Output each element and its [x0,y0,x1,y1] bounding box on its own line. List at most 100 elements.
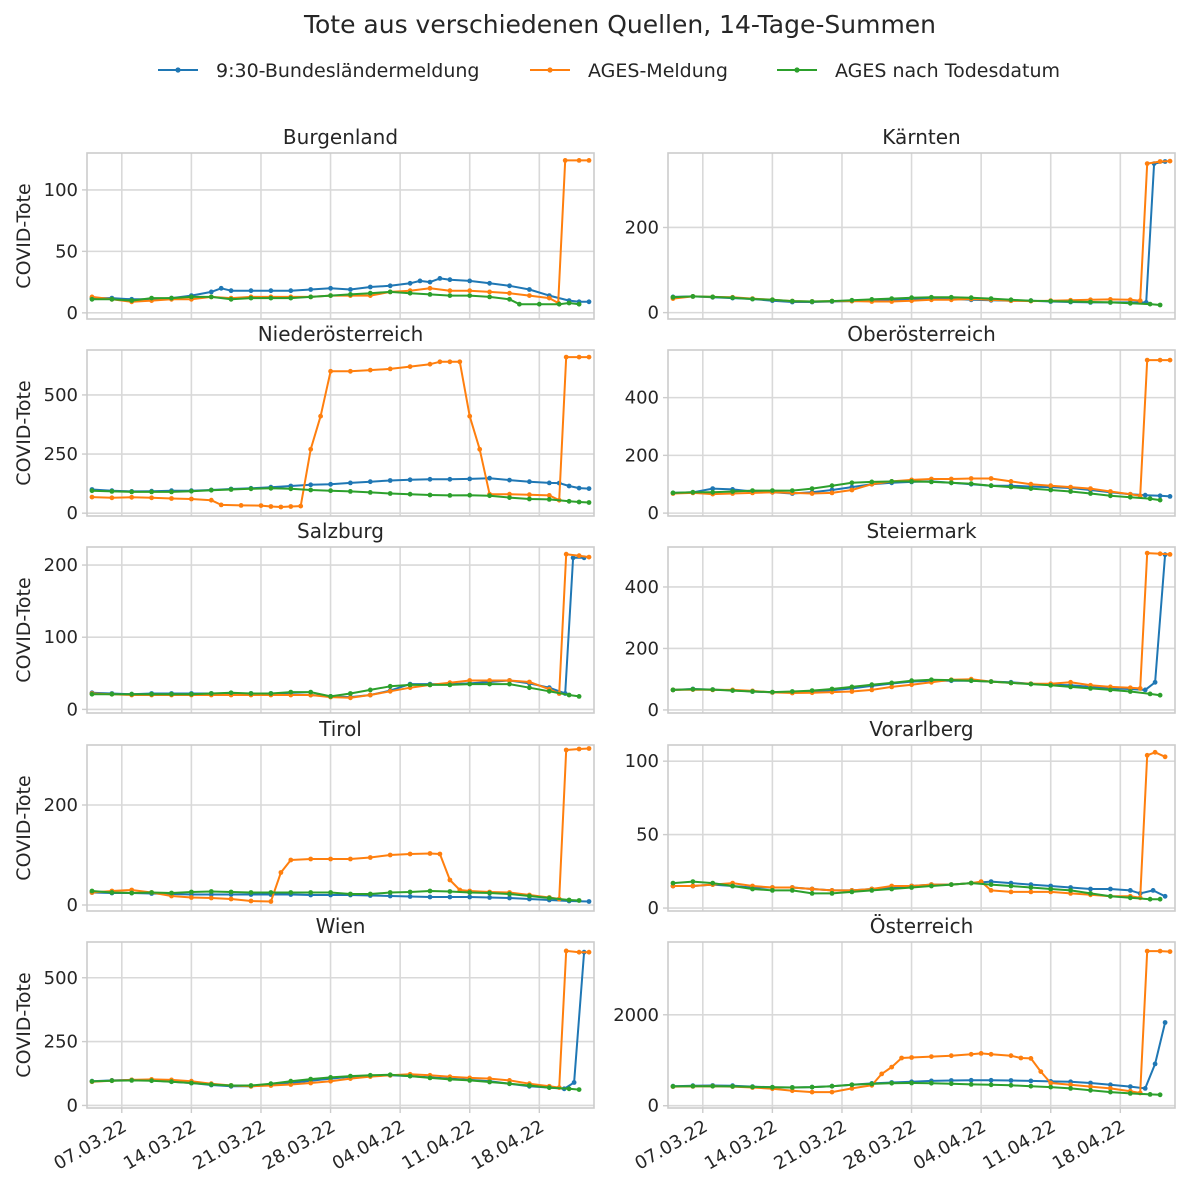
panel-burgenland: Burgenland 0 50 100 COVID-Tote [13,125,595,324]
data-point [328,488,333,494]
data-point [1144,752,1150,758]
data-point [1088,1087,1093,1093]
data-point [298,503,304,509]
data-point [517,301,522,307]
data-point [730,489,735,494]
data-point [809,886,815,892]
y-tick-label: 0 [67,303,78,324]
data-point [909,1080,914,1086]
data-point [228,889,234,895]
data-point [770,297,775,303]
data-point [730,1084,735,1089]
data-point [730,295,735,301]
x-tick-label: 18.04.22 [468,1116,548,1174]
data-point [978,1051,984,1056]
y-axis-label: COVID-Tote [13,775,35,880]
data-point [129,691,135,697]
y-axis-label: COVID-Tote [13,380,35,485]
data-point [318,413,323,419]
data-point [1147,691,1153,697]
data-point [789,1085,795,1090]
data-point [909,682,914,688]
panel-oberoesterreich: Oberösterreich 0 200 400 [625,322,1176,524]
data-point [566,1086,572,1092]
series-line-ages-meldung [91,747,590,903]
panel-title: Niederösterreich [258,322,424,346]
data-point [189,691,194,697]
data-point [427,279,433,285]
data-point [467,413,473,419]
data-point [809,1084,815,1090]
data-point [586,500,592,505]
data-point [988,296,994,301]
data-point [789,689,795,694]
series-line-ages-meldung [91,949,589,1089]
data-point [566,692,572,698]
data-point [829,891,835,896]
data-point [1088,891,1093,896]
data-point [1088,886,1093,892]
data-point [1108,1082,1113,1088]
data-point [1167,949,1173,954]
data-point [1008,889,1014,895]
data-point [546,480,552,486]
y-tick-label: 0 [648,700,659,721]
data-point [149,1078,155,1084]
data-point [149,691,155,697]
data-point [849,480,855,486]
data-point [109,489,115,494]
data-point [750,689,755,694]
y-axis-label: COVID-Tote [13,183,35,288]
data-point [909,479,914,484]
data-point [1157,896,1163,902]
data-point [546,688,552,694]
data-point [348,695,353,701]
data-point [1068,299,1073,304]
data-point [1048,1080,1054,1086]
series-line-9-30-bundeslaendermeldung [91,556,585,699]
data-point [576,499,582,505]
y-tick-label: 250 [44,444,78,465]
data-point [447,277,453,283]
data-point [988,882,994,887]
data-point [189,1080,194,1086]
series-line-ages-nach-todesdatum [91,1073,580,1091]
data-point [869,888,875,893]
y-tick-label: 0 [648,303,659,324]
data-point [563,354,569,360]
data-point [869,1081,875,1087]
data-point [407,889,413,895]
data-point [527,685,532,691]
data-point [367,284,373,290]
series-line-ages-nach-todesdatum [672,295,1161,306]
data-point [208,289,214,295]
data-point [427,851,433,856]
panel-title: Salzburg [297,519,384,543]
data-point [1127,895,1133,901]
data-point [988,483,994,489]
data-point [1088,299,1093,305]
data-point [109,691,115,697]
data-point [1127,297,1133,303]
data-point [909,1055,914,1060]
data-point [407,477,413,483]
data-point [690,883,696,889]
data-point [770,1084,775,1090]
data-point [487,895,492,900]
data-point [189,889,194,895]
data-point [1147,496,1153,502]
legend: 9:30-Bundesländermeldung AGES-Meldung AGES… [158,60,1060,82]
data-point [308,1080,314,1086]
data-point [948,677,954,683]
data-point [1152,679,1158,685]
data-point [1108,489,1113,494]
data-point [750,296,755,302]
data-point [670,294,676,300]
data-point [169,496,174,501]
data-point [1157,159,1163,164]
data-point [1038,1069,1044,1074]
data-point [427,1075,433,1081]
data-point [447,493,453,498]
series-group [89,354,592,510]
data-point [308,446,314,452]
